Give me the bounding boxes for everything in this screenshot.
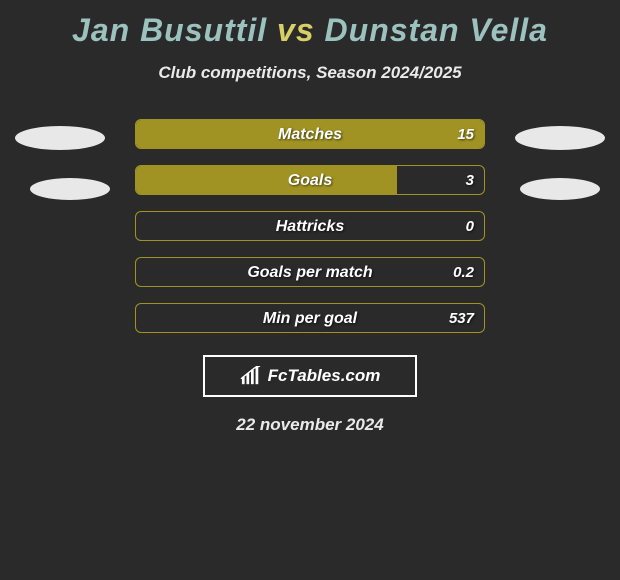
avatar-placeholder-left-1 <box>15 126 105 150</box>
page-title: Jan Busuttil vs Dunstan Vella <box>0 0 620 49</box>
brand-box: FcTables.com <box>203 355 417 397</box>
subtitle: Club competitions, Season 2024/2025 <box>0 63 620 83</box>
stat-row-goals-per-match: Goals per match 0.2 <box>135 257 485 287</box>
brand-text: FcTables.com <box>268 366 381 386</box>
avatar-placeholder-right-2 <box>520 178 600 200</box>
stat-value: 3 <box>466 166 474 195</box>
date-text: 22 november 2024 <box>0 415 620 435</box>
stat-value: 0.2 <box>453 258 474 287</box>
stat-rows: Matches 15 Goals 3 Hattricks 0 Goals per… <box>0 119 620 333</box>
stat-row-matches: Matches 15 <box>135 119 485 149</box>
stat-row-min-per-goal: Min per goal 537 <box>135 303 485 333</box>
stat-fill <box>136 166 397 194</box>
stat-value: 0 <box>466 212 474 241</box>
stat-label: Hattricks <box>136 212 484 241</box>
chart-icon <box>240 366 262 386</box>
stat-fill <box>136 120 484 148</box>
avatar-placeholder-right-1 <box>515 126 605 150</box>
stat-value: 15 <box>457 120 474 149</box>
vs-text: vs <box>277 12 315 48</box>
stat-label: Goals per match <box>136 258 484 287</box>
avatar-placeholder-left-2 <box>30 178 110 200</box>
stat-value: 537 <box>449 304 474 333</box>
stat-label: Min per goal <box>136 304 484 333</box>
player1-name: Jan Busuttil <box>72 12 267 48</box>
player2-name: Dunstan Vella <box>325 12 548 48</box>
stat-row-goals: Goals 3 <box>135 165 485 195</box>
stat-row-hattricks: Hattricks 0 <box>135 211 485 241</box>
